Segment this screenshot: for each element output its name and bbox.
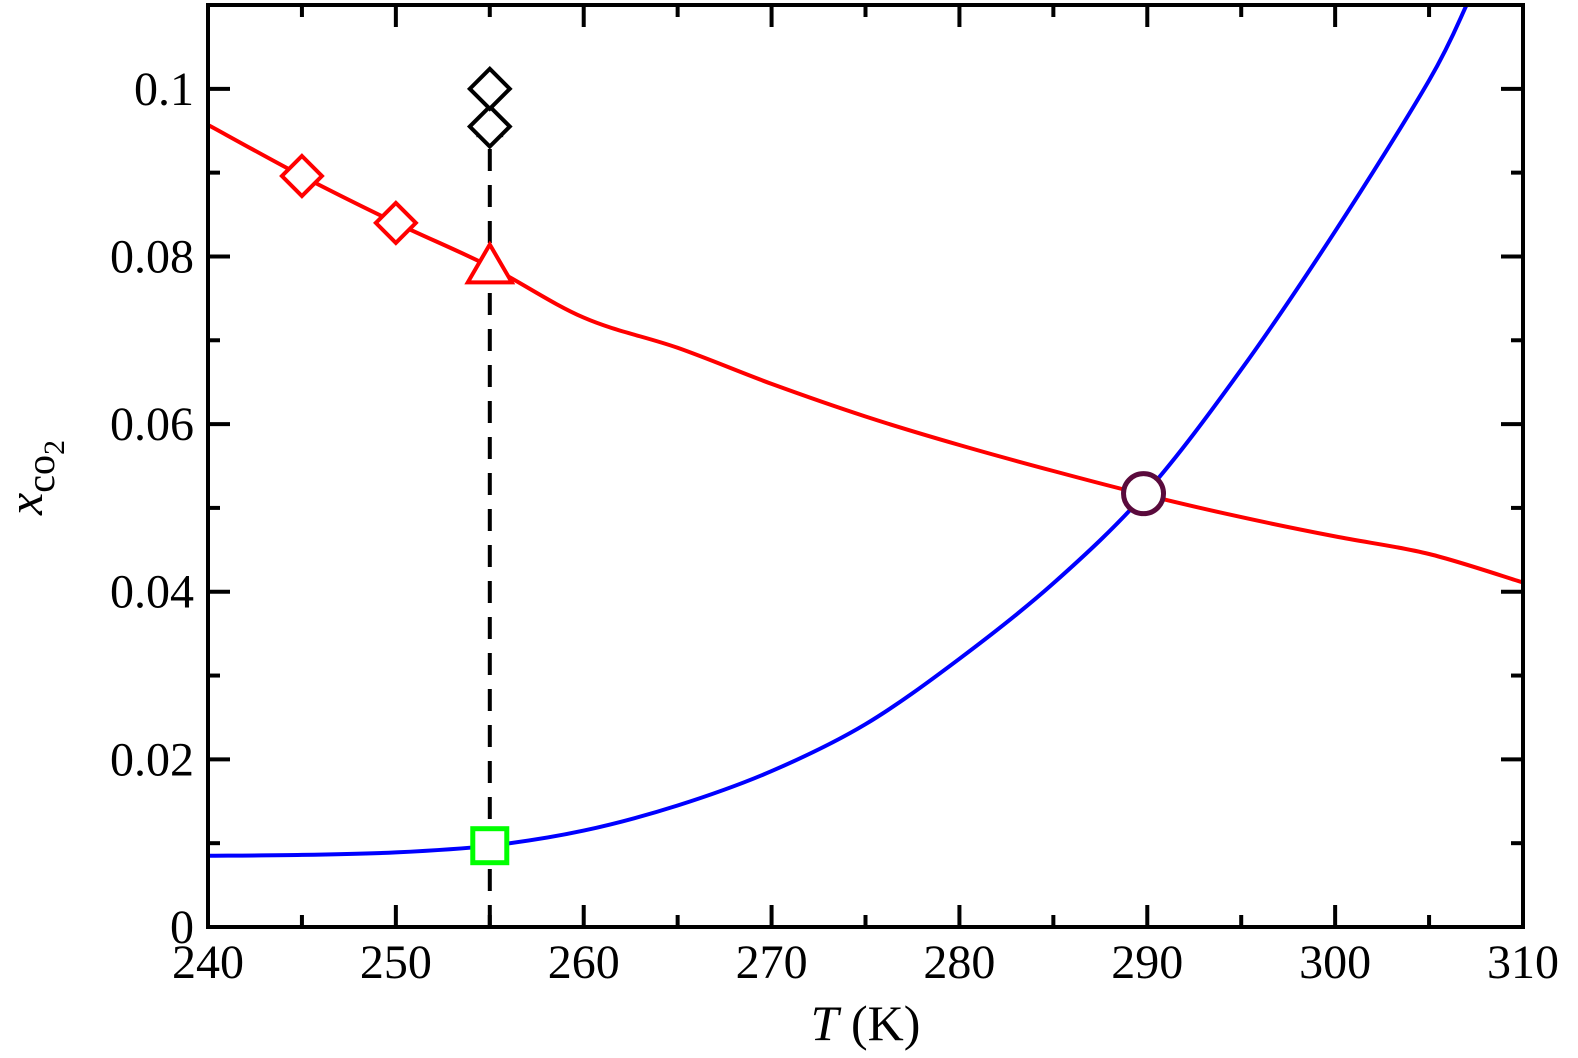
x-axis-variable: T [811, 995, 842, 1051]
diamond-marker-5 [466, 65, 513, 112]
y-axis-subscript: co [18, 455, 63, 493]
plot-frame [206, 3, 1525, 929]
x-tick-label: 300 [1299, 936, 1371, 989]
y-tick-label: 0.02 [110, 733, 194, 786]
x-tick-label: 270 [736, 936, 808, 989]
tick-labels-layer: 240 250 260 270 280 290 300 310 0 0.02 0.04 0.06 0.0… [110, 63, 1559, 989]
triangle-marker-2 [464, 240, 516, 285]
circle-marker-7 [1121, 471, 1167, 517]
y-tick-label: 0.08 [110, 230, 194, 283]
y-tick-label: 0.06 [110, 398, 194, 451]
diamond-marker-1 [373, 200, 419, 246]
series-layer [208, 5, 1523, 927]
x-tick-label: 290 [1111, 936, 1183, 989]
diamond-marker-4 [466, 103, 513, 150]
ticks-layer [206, 5, 1525, 929]
y-tick-label: 0 [170, 901, 194, 954]
y-axis-title: xco2 [0, 440, 71, 516]
svg-text:xco2: xco2 [0, 440, 71, 516]
marker-layer [279, 65, 1167, 866]
x-tick-label: 240 [172, 936, 244, 989]
y-tick-label: 0.04 [110, 566, 194, 619]
series-line-1 [208, 5, 1469, 858]
y-axis-subsubscript: 2 [38, 440, 71, 455]
x-tick-label: 260 [548, 936, 620, 989]
square-marker-6 [470, 826, 510, 866]
x-axis-unit: (K) [838, 995, 920, 1051]
diamond-marker-0 [279, 153, 325, 199]
y-axis-variable: x [0, 493, 53, 516]
x-tick-label: 280 [923, 936, 995, 989]
x-axis-title: T (K) [811, 995, 921, 1051]
y-tick-label: 0.1 [134, 63, 194, 116]
x-tick-label: 310 [1487, 936, 1559, 989]
x-tick-label: 250 [360, 936, 432, 989]
axes-frame [206, 3, 1525, 929]
series-line-0 [208, 123, 1523, 585]
